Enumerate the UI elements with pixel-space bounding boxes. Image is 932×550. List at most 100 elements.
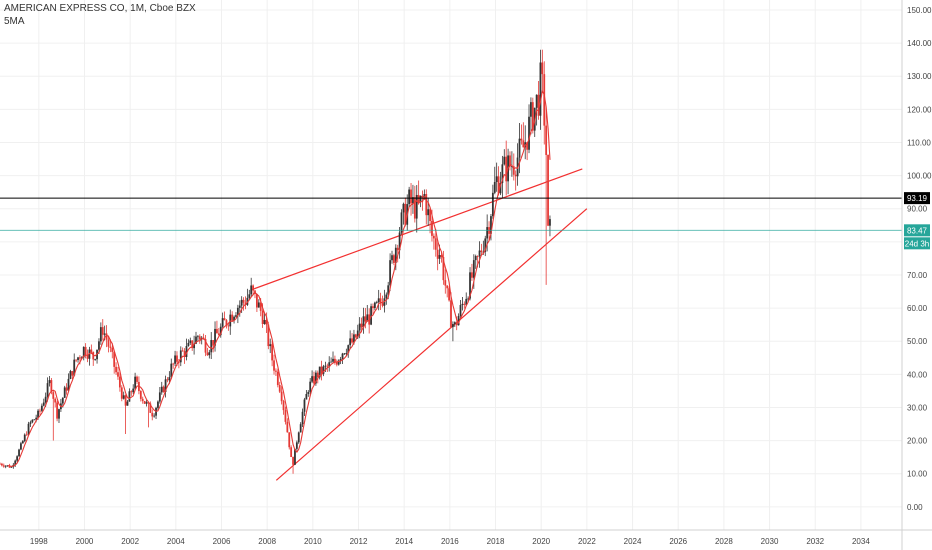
candle-body	[132, 388, 135, 393]
candle-body	[40, 405, 43, 411]
candle-body	[505, 156, 508, 182]
candle-body	[21, 441, 24, 444]
indicator-label[interactable]: 5MA	[4, 16, 25, 27]
x-tick-label: 2014	[395, 537, 413, 546]
candle-body	[94, 359, 97, 361]
candles	[0, 49, 551, 474]
candle-body	[33, 419, 36, 421]
candle-body	[187, 342, 190, 347]
candle-body	[99, 327, 102, 342]
candle-body	[421, 195, 424, 198]
candle-body	[113, 351, 116, 367]
candle-body	[396, 247, 399, 251]
candle-body	[431, 220, 433, 236]
candle-body	[415, 194, 418, 219]
candle-body	[231, 314, 234, 321]
candle-body	[206, 352, 209, 356]
candle-body	[351, 338, 353, 343]
candle-body	[360, 323, 363, 328]
candle-body	[225, 320, 228, 326]
x-tick-label: 2006	[213, 537, 231, 546]
candle-body	[286, 421, 289, 433]
candle-body	[288, 432, 291, 448]
candle-body	[294, 448, 296, 465]
candle-body	[347, 345, 350, 354]
candle-body	[305, 394, 308, 400]
candle-body	[25, 434, 28, 436]
candle-body	[185, 346, 188, 357]
candle-body	[204, 339, 207, 353]
candle-body	[402, 203, 405, 213]
candle-body	[358, 323, 361, 331]
candle-body	[545, 125, 548, 155]
candle-body	[278, 385, 281, 392]
candle-body	[495, 176, 498, 183]
candle-body	[518, 138, 521, 158]
x-tick-label: 2016	[441, 537, 459, 546]
candle-body	[109, 346, 112, 348]
candle-body	[377, 298, 380, 303]
candle-body	[240, 299, 243, 306]
candle-body	[77, 357, 79, 361]
candle-body	[29, 422, 32, 424]
candle-body	[176, 355, 178, 362]
candle-body	[82, 346, 85, 358]
candle-body	[295, 442, 298, 449]
x-tick-label: 2000	[76, 537, 94, 546]
candle-body	[122, 395, 125, 399]
y-tick-label: 50.00	[907, 337, 928, 346]
candle-body	[282, 401, 285, 411]
candle-body	[242, 299, 245, 303]
candle-body	[52, 392, 55, 399]
candle-body	[134, 376, 137, 389]
candle-body	[27, 423, 30, 435]
candle-body	[128, 391, 131, 402]
candle-body	[98, 341, 100, 350]
candle-body	[46, 383, 49, 397]
candle-body	[42, 402, 45, 406]
candle-body	[92, 351, 95, 360]
y-tick-label: 0.00	[907, 503, 923, 512]
candle-body	[221, 318, 224, 327]
candle-body	[269, 344, 272, 347]
candle-body	[124, 395, 127, 406]
candle-body	[170, 363, 173, 378]
candle-body	[474, 256, 477, 261]
candle-body	[368, 314, 371, 325]
candle-body	[307, 391, 310, 395]
time-axis[interactable]: 1998 2000 2002 2004 2006 2008 2010 2012 2014 2016…	[30, 537, 870, 546]
candle-body	[309, 381, 312, 392]
candle-body	[322, 366, 325, 374]
candle-body	[16, 456, 19, 461]
candle-body	[54, 398, 57, 403]
x-tick-label: 2032	[806, 537, 824, 546]
candle-body	[191, 340, 194, 349]
candle-body	[444, 280, 447, 286]
candle-body	[429, 209, 431, 221]
y-tick-label: 140.00	[907, 39, 932, 48]
candle-body	[427, 209, 430, 216]
candle-body	[364, 316, 367, 322]
candle-body	[436, 249, 439, 259]
candle-body	[354, 334, 357, 338]
candle-body	[216, 328, 218, 334]
candle-body	[248, 294, 251, 298]
candle-body	[69, 371, 72, 379]
candle-body	[1, 463, 3, 466]
candle-body	[526, 142, 529, 150]
candle-body	[362, 316, 365, 328]
candle-body	[263, 319, 266, 324]
candle-body	[219, 326, 222, 336]
candle-body	[493, 182, 496, 193]
candle-body	[446, 285, 449, 289]
candle-body	[118, 376, 121, 388]
price-axis[interactable]: 0.00 10.00 20.00 30.00 40.00 50.00 60.00 70.00 8…	[907, 6, 932, 512]
candle-body	[314, 372, 317, 384]
candle-body	[440, 255, 443, 258]
x-tick-label: 2024	[624, 537, 642, 546]
candle-body	[379, 298, 382, 304]
candle-body	[311, 376, 313, 382]
candle-body	[531, 102, 534, 131]
candle-body	[79, 357, 81, 359]
